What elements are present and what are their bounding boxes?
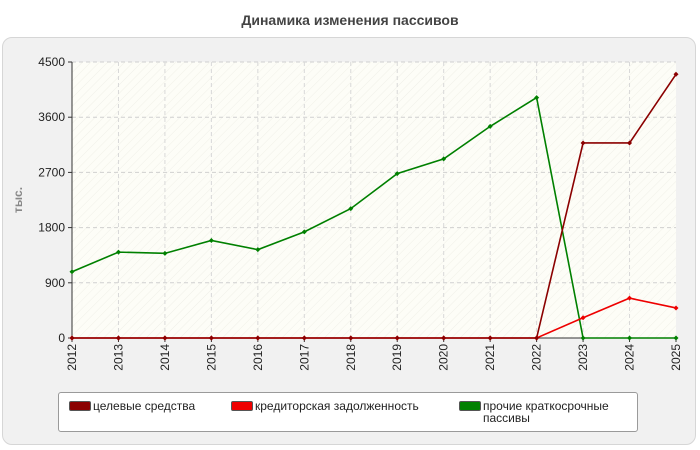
data-point-2-10 bbox=[534, 95, 540, 101]
x-tick-label: 2015 bbox=[204, 344, 218, 371]
y-tick-labels: 0 900 1800 2700 3600 4500 bbox=[38, 55, 65, 345]
x-tick-label: 2023 bbox=[576, 344, 590, 371]
data-point-2-12 bbox=[627, 335, 633, 341]
y-tick-label: 1800 bbox=[38, 221, 65, 235]
data-point-1-11 bbox=[580, 315, 586, 321]
x-tick-label: 2016 bbox=[251, 344, 265, 371]
series-line-0 bbox=[72, 73, 677, 339]
data-point-1-13 bbox=[673, 305, 679, 311]
x-tick-label: 2020 bbox=[437, 344, 451, 371]
data-point-0-12 bbox=[627, 140, 633, 146]
y-tick-label: 2700 bbox=[38, 165, 65, 179]
data-point-0-1 bbox=[115, 335, 121, 341]
data-point-0-10 bbox=[534, 335, 540, 341]
data-point-2-8 bbox=[441, 156, 447, 162]
data-point-2-3 bbox=[208, 237, 214, 243]
x-tick-labels: 2012 2013 2014 2015 2016 2017 2018 2019 2020 2021… bbox=[65, 344, 683, 371]
x-tick-label: 2025 bbox=[669, 344, 683, 371]
data-point-2-6 bbox=[348, 206, 354, 212]
data-point-2-5 bbox=[301, 229, 307, 235]
x-tick-label: 2024 bbox=[623, 344, 637, 371]
legend-swatch-0 bbox=[69, 401, 91, 411]
data-point-2-1 bbox=[115, 249, 121, 255]
data-point-0-6 bbox=[348, 335, 354, 341]
data-point-2-0 bbox=[69, 269, 75, 275]
chart-title: Динамика изменения пассивов bbox=[241, 12, 459, 28]
grid-lines bbox=[72, 61, 676, 338]
legend-label-2: прочие краткосрочные пассивы bbox=[483, 399, 609, 425]
x-tick-label: 2014 bbox=[158, 344, 172, 371]
x-tick-label: 2021 bbox=[483, 344, 497, 371]
x-tick-label: 2013 bbox=[111, 344, 125, 371]
plot-area bbox=[72, 62, 676, 338]
y-axis-label: тыс. bbox=[11, 187, 25, 213]
series-line-2 bbox=[71, 96, 676, 339]
x-tick-label: 2022 bbox=[530, 344, 544, 371]
legend-label-1: кредиторская задолженность bbox=[255, 399, 419, 413]
data-point-0-0 bbox=[69, 335, 75, 341]
data-point-0-3 bbox=[208, 335, 214, 341]
data-point-0-4 bbox=[255, 335, 261, 341]
data-point-0-13 bbox=[673, 71, 679, 77]
data-point-2-7 bbox=[394, 171, 400, 177]
y-tick-label: 900 bbox=[45, 276, 65, 290]
legend-label-0: целевые средства bbox=[93, 399, 196, 413]
chart-legend: целевые средства кредиторская задолженно… bbox=[58, 392, 638, 432]
x-tick-label: 2012 bbox=[65, 344, 79, 371]
data-point-1-12 bbox=[627, 295, 633, 301]
series-lines bbox=[69, 71, 679, 341]
x-tick-label: 2017 bbox=[297, 344, 311, 371]
data-point-0-8 bbox=[441, 335, 447, 341]
data-point-0-2 bbox=[162, 335, 168, 341]
data-point-2-9 bbox=[487, 123, 493, 129]
data-point-0-7 bbox=[394, 335, 400, 341]
y-tick-label: 4500 bbox=[38, 55, 65, 69]
data-point-0-9 bbox=[487, 335, 493, 341]
data-point-0-11 bbox=[580, 140, 586, 146]
data-point-0-5 bbox=[301, 335, 307, 341]
data-point-2-4 bbox=[255, 247, 261, 253]
data-point-2-11 bbox=[580, 335, 586, 341]
legend-swatch-1 bbox=[231, 401, 253, 411]
data-point-2-2 bbox=[162, 250, 168, 256]
y-tick-label: 0 bbox=[58, 331, 65, 345]
y-tick-label: 3600 bbox=[38, 110, 65, 124]
legend-swatch-2 bbox=[459, 401, 481, 411]
data-point-2-13 bbox=[673, 335, 679, 341]
x-tick-label: 2019 bbox=[390, 344, 404, 371]
x-tick-label: 2018 bbox=[344, 344, 358, 371]
